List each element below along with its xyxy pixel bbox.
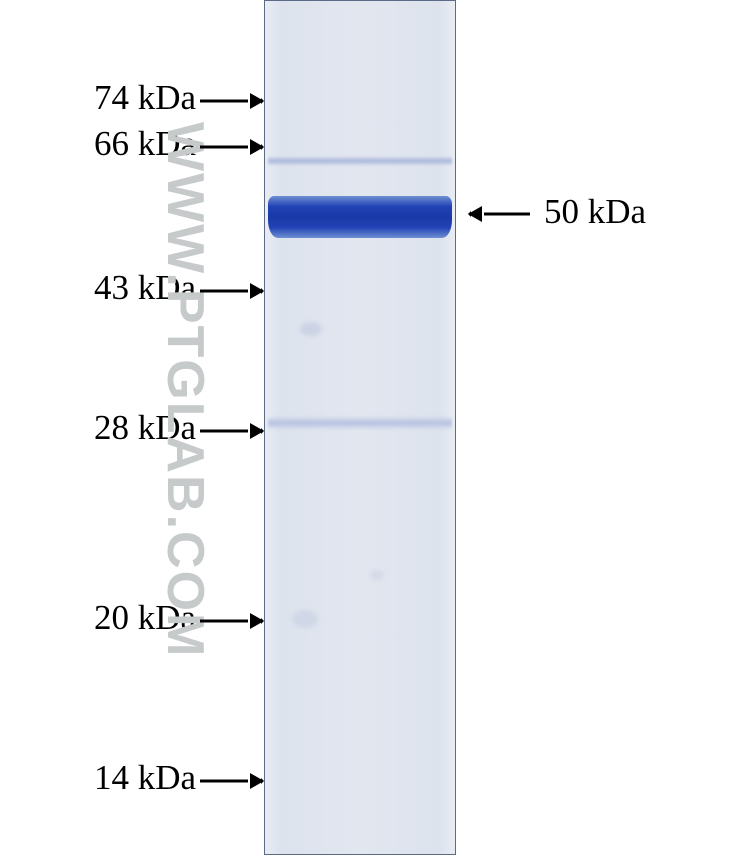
arrow-right-icon	[200, 290, 262, 291]
marker-label: 43 kDa	[94, 268, 196, 308]
arrow-right-icon	[200, 100, 262, 101]
target-band-label: 50 kDa	[544, 192, 646, 232]
arrow-right-icon	[200, 430, 262, 431]
lane-smudge	[370, 570, 384, 580]
marker-label: 20 kDa	[94, 598, 196, 638]
marker-label: 74 kDa	[94, 78, 196, 118]
marker-label: 14 kDa	[94, 758, 196, 798]
faint-band-60kda	[268, 156, 452, 166]
lane-smudge	[292, 610, 318, 628]
main-band-50kda	[268, 196, 452, 238]
marker-label: 66 kDa	[94, 124, 196, 164]
lane-smudge	[300, 322, 322, 336]
arrow-right-icon	[200, 780, 262, 781]
faint-band-30kda	[268, 416, 452, 430]
arrow-right-icon	[200, 620, 262, 621]
gel-figure: 74 kDa 66 kDa 43 kDa 28 kDa 20 kDa 14 kDa 50 …	[0, 0, 740, 855]
watermark-text: WWW.PTGLAB.COM	[155, 122, 215, 658]
marker-label: 28 kDa	[94, 408, 196, 448]
arrow-right-icon	[200, 146, 262, 147]
